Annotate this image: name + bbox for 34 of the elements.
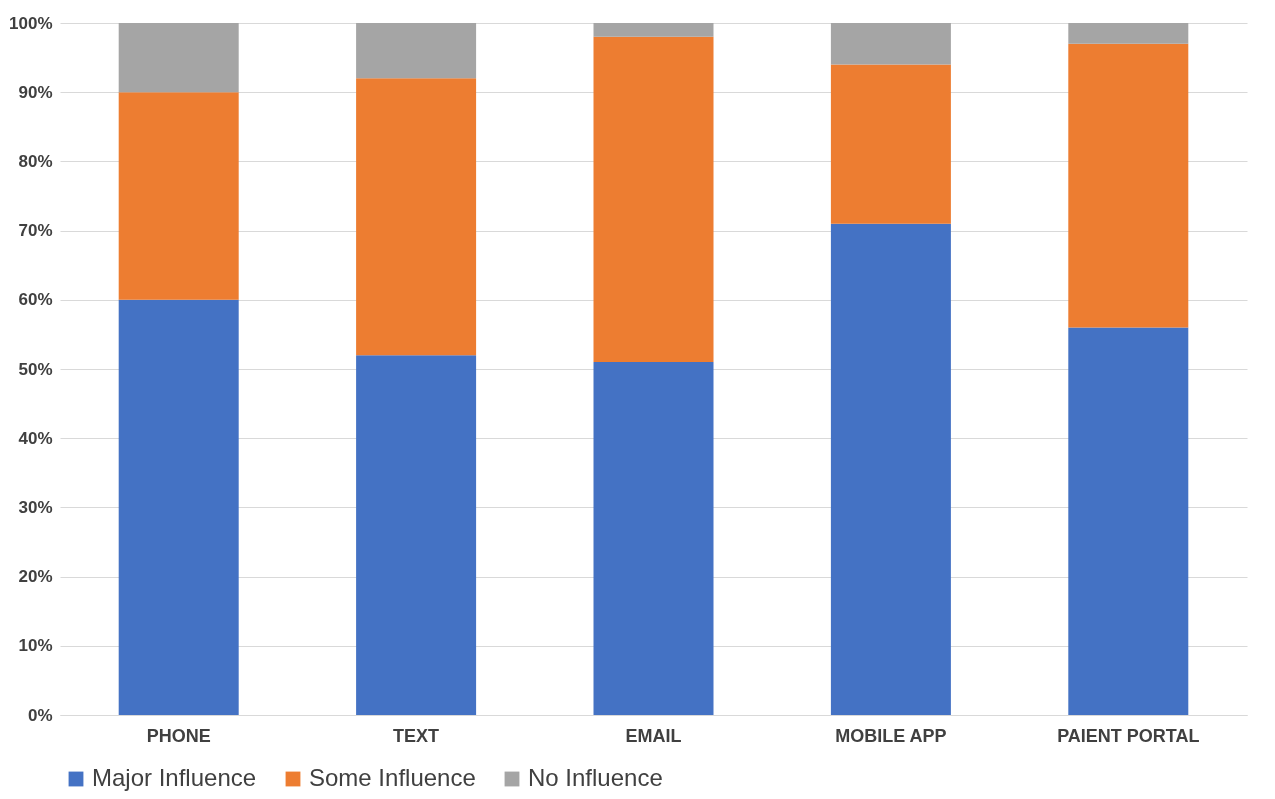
bar (356, 78, 477, 356)
bar (356, 23, 477, 79)
x-tick-label: MOBILE APP (835, 725, 947, 746)
x-tick-label: EMAIL (625, 725, 682, 746)
bar (593, 362, 714, 715)
y-tick-label: 20% (18, 567, 53, 587)
bar (830, 64, 951, 224)
y-tick-label: 0% (27, 705, 53, 725)
bar (1068, 327, 1189, 715)
bar (830, 223, 951, 715)
y-tick-label: 30% (18, 497, 53, 517)
y-tick-label: 90% (18, 82, 53, 102)
x-tick-label: PHONE (146, 725, 211, 746)
legend-label: Major Influence (92, 764, 257, 791)
bar (356, 355, 477, 715)
bar (1068, 23, 1189, 44)
y-tick-label: 50% (18, 359, 53, 379)
y-tick-label: 70% (18, 221, 53, 241)
bar (118, 23, 239, 93)
y-tick-label: 80% (18, 151, 53, 171)
bar (830, 23, 951, 65)
y-tick-label: 10% (18, 636, 53, 656)
bar (593, 36, 714, 363)
bar (1068, 43, 1189, 328)
y-tick-label: 100% (9, 13, 53, 33)
y-tick-label: 60% (18, 290, 53, 310)
bar (118, 92, 239, 300)
bar (118, 299, 239, 715)
x-tick-label: TEXT (393, 725, 440, 746)
x-tick-label: PAIENT PORTAL (1057, 725, 1200, 746)
bar (593, 23, 714, 37)
y-tick-label: 40% (18, 428, 53, 448)
legend-label: No Influence (528, 764, 663, 791)
legend-label: Some Influence (309, 764, 476, 791)
